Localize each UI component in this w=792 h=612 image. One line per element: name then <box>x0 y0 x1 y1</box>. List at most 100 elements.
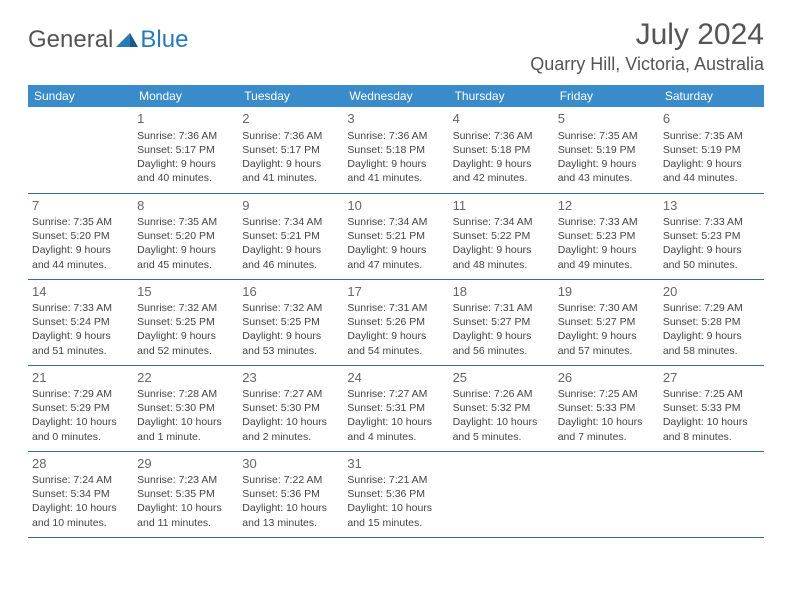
daylight-line: Daylight: 10 hours and 11 minutes. <box>137 501 234 529</box>
day-number: 24 <box>347 369 444 387</box>
daylight-line: Daylight: 9 hours and 52 minutes. <box>137 329 234 357</box>
daylight-line: Daylight: 9 hours and 53 minutes. <box>242 329 339 357</box>
sunrise-line: Sunrise: 7:31 AM <box>347 301 444 315</box>
day-number: 12 <box>558 197 655 215</box>
sunset-line: Sunset: 5:17 PM <box>137 143 234 157</box>
day-number: 3 <box>347 110 444 128</box>
daylight-line: Daylight: 10 hours and 15 minutes. <box>347 501 444 529</box>
calendar-table: Sunday Monday Tuesday Wednesday Thursday… <box>28 85 764 538</box>
sunrise-line: Sunrise: 7:35 AM <box>663 129 760 143</box>
day-header: Friday <box>554 85 659 107</box>
daylight-line: Daylight: 9 hours and 50 minutes. <box>663 243 760 271</box>
logo: General Blue <box>28 26 188 54</box>
daylight-line: Daylight: 9 hours and 41 minutes. <box>242 157 339 185</box>
day-header: Tuesday <box>238 85 343 107</box>
sunrise-line: Sunrise: 7:30 AM <box>558 301 655 315</box>
calendar-day-cell: 23Sunrise: 7:27 AMSunset: 5:30 PMDayligh… <box>238 365 343 451</box>
sunrise-line: Sunrise: 7:36 AM <box>347 129 444 143</box>
daylight-line: Daylight: 9 hours and 47 minutes. <box>347 243 444 271</box>
sunrise-line: Sunrise: 7:31 AM <box>453 301 550 315</box>
day-number: 22 <box>137 369 234 387</box>
sunrise-line: Sunrise: 7:33 AM <box>558 215 655 229</box>
daylight-line: Daylight: 10 hours and 7 minutes. <box>558 415 655 443</box>
day-number: 25 <box>453 369 550 387</box>
calendar-day-cell: 19Sunrise: 7:30 AMSunset: 5:27 PMDayligh… <box>554 279 659 365</box>
day-number: 30 <box>242 455 339 473</box>
day-number: 21 <box>32 369 129 387</box>
daylight-line: Daylight: 9 hours and 58 minutes. <box>663 329 760 357</box>
calendar-day-cell: 12Sunrise: 7:33 AMSunset: 5:23 PMDayligh… <box>554 193 659 279</box>
sunset-line: Sunset: 5:20 PM <box>137 229 234 243</box>
sunset-line: Sunset: 5:26 PM <box>347 315 444 329</box>
calendar-day-cell: 6Sunrise: 7:35 AMSunset: 5:19 PMDaylight… <box>659 107 764 193</box>
sunrise-line: Sunrise: 7:29 AM <box>663 301 760 315</box>
day-number: 29 <box>137 455 234 473</box>
daylight-line: Daylight: 10 hours and 10 minutes. <box>32 501 129 529</box>
sunset-line: Sunset: 5:20 PM <box>32 229 129 243</box>
calendar-day-cell: 20Sunrise: 7:29 AMSunset: 5:28 PMDayligh… <box>659 279 764 365</box>
sunrise-line: Sunrise: 7:27 AM <box>347 387 444 401</box>
sunrise-line: Sunrise: 7:27 AM <box>242 387 339 401</box>
sunset-line: Sunset: 5:23 PM <box>558 229 655 243</box>
daylight-line: Daylight: 9 hours and 41 minutes. <box>347 157 444 185</box>
calendar-day-cell: 30Sunrise: 7:22 AMSunset: 5:36 PMDayligh… <box>238 451 343 537</box>
sunrise-line: Sunrise: 7:35 AM <box>558 129 655 143</box>
sunset-line: Sunset: 5:22 PM <box>453 229 550 243</box>
daylight-line: Daylight: 9 hours and 44 minutes. <box>663 157 760 185</box>
sunrise-line: Sunrise: 7:32 AM <box>137 301 234 315</box>
sunset-line: Sunset: 5:21 PM <box>347 229 444 243</box>
day-number: 4 <box>453 110 550 128</box>
calendar-day-cell: 24Sunrise: 7:27 AMSunset: 5:31 PMDayligh… <box>343 365 448 451</box>
calendar-day-cell: 8Sunrise: 7:35 AMSunset: 5:20 PMDaylight… <box>133 193 238 279</box>
sunset-line: Sunset: 5:35 PM <box>137 487 234 501</box>
day-number: 11 <box>453 197 550 215</box>
day-number: 7 <box>32 197 129 215</box>
sunrise-line: Sunrise: 7:25 AM <box>558 387 655 401</box>
daylight-line: Daylight: 10 hours and 8 minutes. <box>663 415 760 443</box>
calendar-day-cell: 3Sunrise: 7:36 AMSunset: 5:18 PMDaylight… <box>343 107 448 193</box>
calendar-day-cell: 21Sunrise: 7:29 AMSunset: 5:29 PMDayligh… <box>28 365 133 451</box>
sunrise-line: Sunrise: 7:32 AM <box>242 301 339 315</box>
sunrise-line: Sunrise: 7:34 AM <box>347 215 444 229</box>
sunrise-line: Sunrise: 7:36 AM <box>137 129 234 143</box>
calendar-day-cell: 4Sunrise: 7:36 AMSunset: 5:18 PMDaylight… <box>449 107 554 193</box>
day-number: 20 <box>663 283 760 301</box>
calendar-day-cell: 29Sunrise: 7:23 AMSunset: 5:35 PMDayligh… <box>133 451 238 537</box>
calendar-day-cell <box>554 451 659 537</box>
location-title: Quarry Hill, Victoria, Australia <box>530 54 764 75</box>
sunset-line: Sunset: 5:33 PM <box>663 401 760 415</box>
calendar-day-cell: 5Sunrise: 7:35 AMSunset: 5:19 PMDaylight… <box>554 107 659 193</box>
calendar-day-cell <box>659 451 764 537</box>
calendar-week-row: 28Sunrise: 7:24 AMSunset: 5:34 PMDayligh… <box>28 451 764 537</box>
sunset-line: Sunset: 5:19 PM <box>558 143 655 157</box>
sunrise-line: Sunrise: 7:34 AM <box>242 215 339 229</box>
sunrise-line: Sunrise: 7:23 AM <box>137 473 234 487</box>
calendar-day-cell: 27Sunrise: 7:25 AMSunset: 5:33 PMDayligh… <box>659 365 764 451</box>
sunset-line: Sunset: 5:24 PM <box>32 315 129 329</box>
day-header: Thursday <box>449 85 554 107</box>
calendar-week-row: 1Sunrise: 7:36 AMSunset: 5:17 PMDaylight… <box>28 107 764 193</box>
calendar-body: 1Sunrise: 7:36 AMSunset: 5:17 PMDaylight… <box>28 107 764 537</box>
day-number: 28 <box>32 455 129 473</box>
calendar-day-cell <box>28 107 133 193</box>
day-number: 5 <box>558 110 655 128</box>
title-block: July 2024 Quarry Hill, Victoria, Austral… <box>530 18 764 79</box>
day-number: 18 <box>453 283 550 301</box>
day-header: Saturday <box>659 85 764 107</box>
daylight-line: Daylight: 10 hours and 4 minutes. <box>347 415 444 443</box>
calendar-week-row: 14Sunrise: 7:33 AMSunset: 5:24 PMDayligh… <box>28 279 764 365</box>
daylight-line: Daylight: 9 hours and 54 minutes. <box>347 329 444 357</box>
daylight-line: Daylight: 9 hours and 43 minutes. <box>558 157 655 185</box>
day-number: 13 <box>663 197 760 215</box>
calendar-day-cell: 10Sunrise: 7:34 AMSunset: 5:21 PMDayligh… <box>343 193 448 279</box>
sunrise-line: Sunrise: 7:36 AM <box>242 129 339 143</box>
sunset-line: Sunset: 5:30 PM <box>137 401 234 415</box>
sunset-line: Sunset: 5:32 PM <box>453 401 550 415</box>
sunset-line: Sunset: 5:27 PM <box>453 315 550 329</box>
calendar-day-cell <box>449 451 554 537</box>
sunset-line: Sunset: 5:30 PM <box>242 401 339 415</box>
sunset-line: Sunset: 5:27 PM <box>558 315 655 329</box>
month-title: July 2024 <box>530 18 764 52</box>
daylight-line: Daylight: 9 hours and 45 minutes. <box>137 243 234 271</box>
sunrise-line: Sunrise: 7:33 AM <box>663 215 760 229</box>
